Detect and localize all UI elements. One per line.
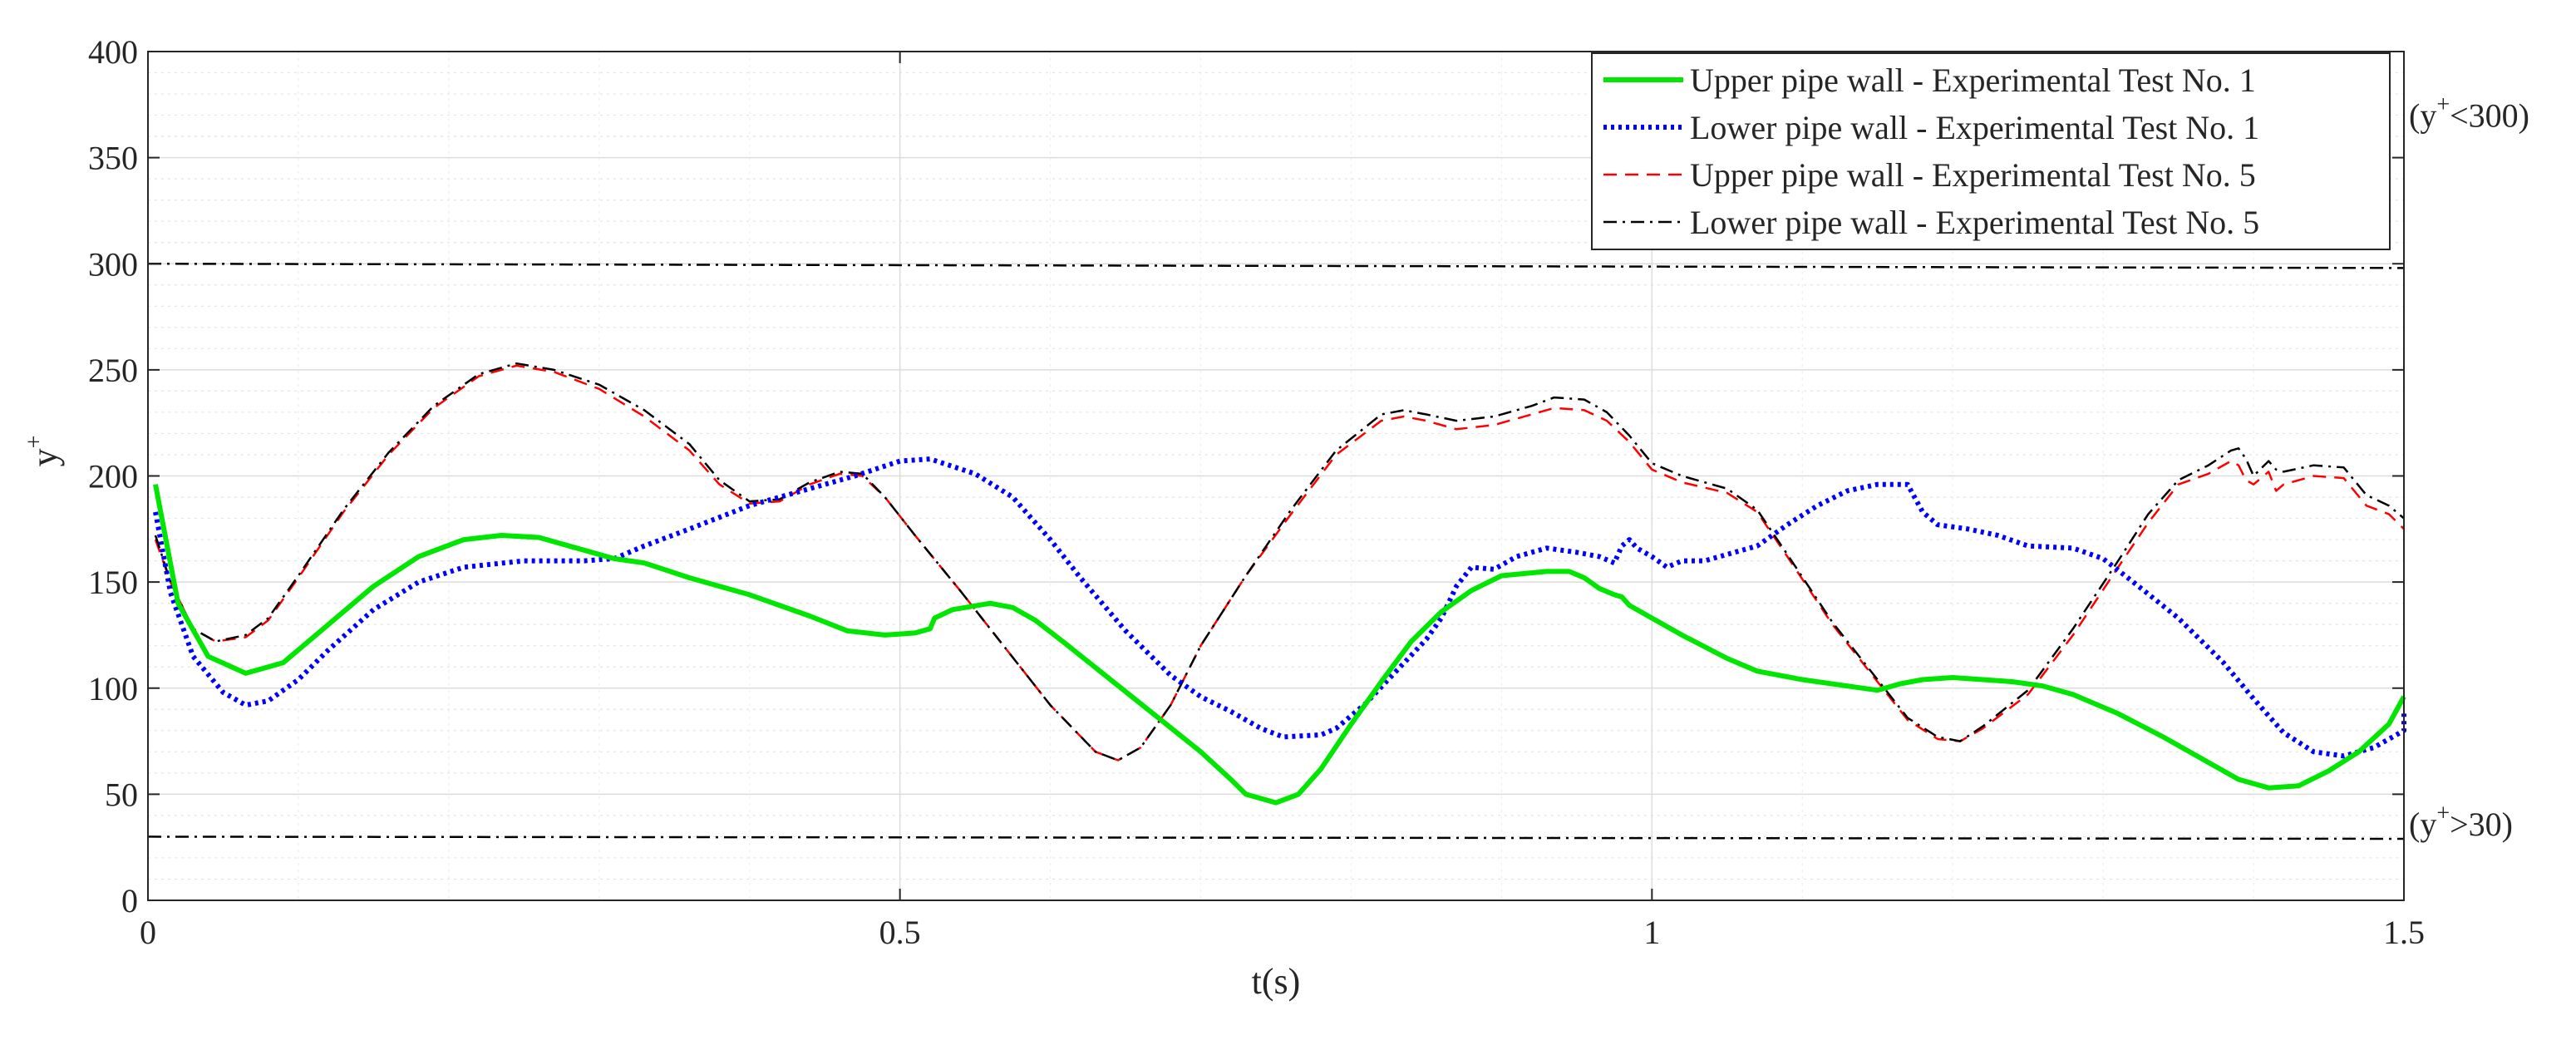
reference-line <box>147 835 2405 840</box>
x-tick-label: 0.5 <box>879 914 921 951</box>
x-tick-label: 0 <box>140 914 156 951</box>
x-tick-label: 1 <box>1643 914 1660 951</box>
x-axis-label: t(s) <box>1252 961 1301 1002</box>
y-tick-label: 150 <box>88 564 138 601</box>
legend: Upper pipe wall - Experimental Test No. … <box>1591 52 2391 250</box>
reference-line <box>147 263 2405 269</box>
y-tick-label: 300 <box>88 245 138 283</box>
series-line-1 <box>153 484 2406 806</box>
legend-entry: Lower pipe wall - Experimental Test No. … <box>1690 204 2259 241</box>
series-line-2 <box>153 456 2406 759</box>
legend-box <box>1591 52 2391 250</box>
x-tick-label: 1.5 <box>2383 914 2425 951</box>
y-axis-label-base: y <box>24 448 65 466</box>
legend-entry: Upper pipe wall - Experimental Test No. … <box>1690 156 2256 194</box>
y-tick-label: 0 <box>121 882 138 919</box>
reference-line-label: (y+>30) <box>2409 801 2513 843</box>
y-tick-label: 400 <box>88 33 138 71</box>
y-tick-label: 100 <box>88 670 138 707</box>
reference-line-label: (y+<300) <box>2409 92 2529 135</box>
y-tick-label: 50 <box>105 776 138 813</box>
series-line-3 <box>154 364 2405 762</box>
y-tick-label: 250 <box>88 352 138 389</box>
y-tick-label: 200 <box>88 458 138 495</box>
legend-entry: Upper pipe wall - Experimental Test No. … <box>1690 62 2256 99</box>
y-axis-label-sup: + <box>22 436 47 449</box>
ticks: 0 50 100 150 200 250 300 350 400 0 0.5 1 1.5 <box>88 33 2425 951</box>
legend-entry: Lower pipe wall - Experimental Test No. … <box>1690 109 2259 146</box>
series-lines <box>153 362 2406 806</box>
series-line-4 <box>154 362 2405 762</box>
axis-labels: t(s) y+ <box>22 436 1300 1002</box>
reference-lines: (y+<300) (y+>30) <box>147 92 2529 843</box>
y-axis-label: y+ <box>22 436 65 467</box>
y-tick-label: 350 <box>88 140 138 177</box>
